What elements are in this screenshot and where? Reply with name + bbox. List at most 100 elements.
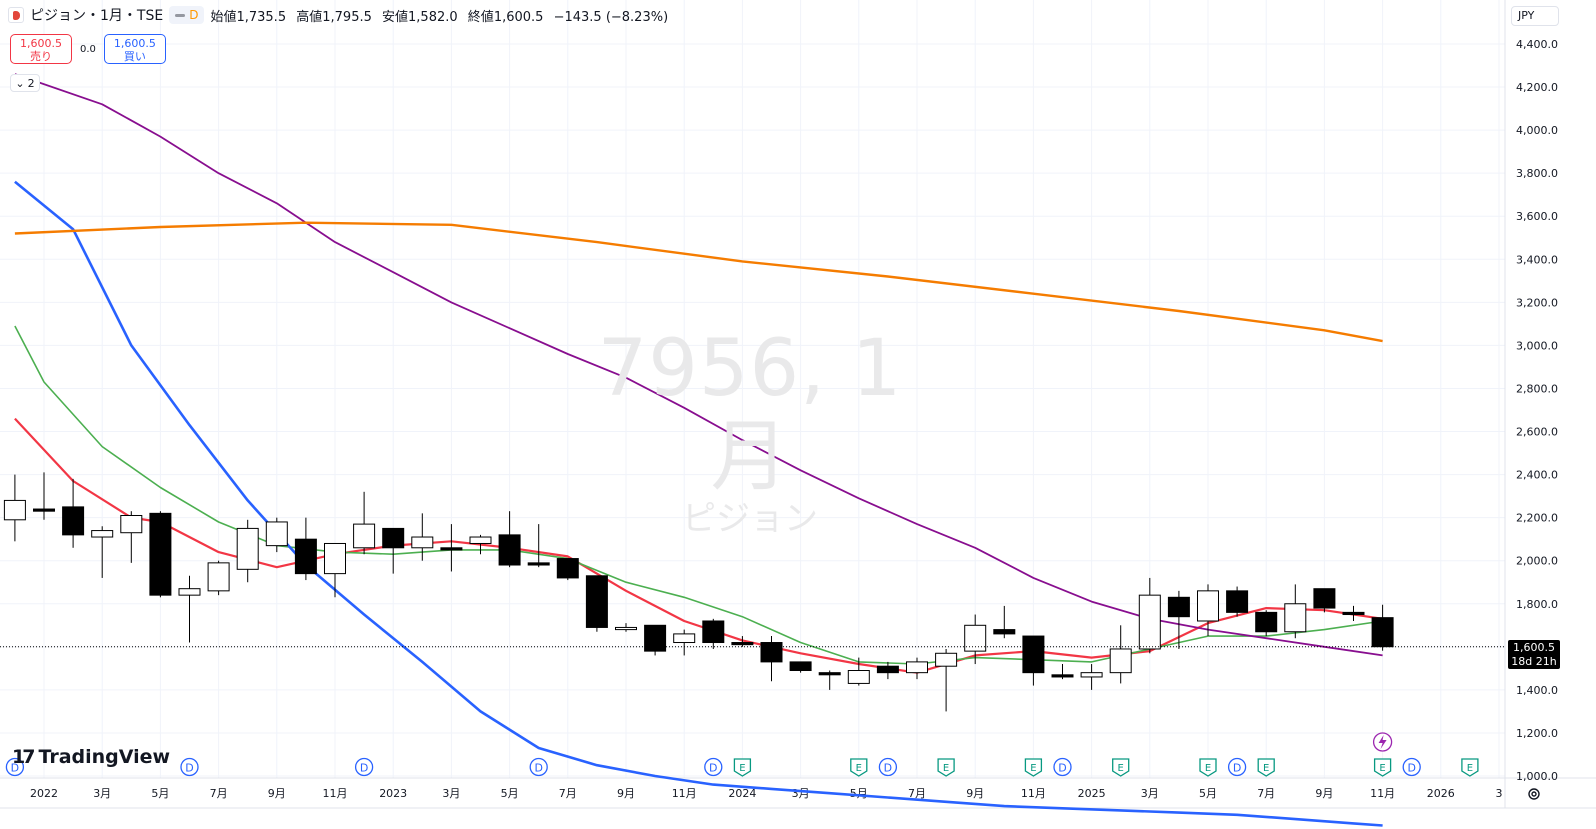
y-tick-label: 1,800.0: [1516, 598, 1558, 611]
last-price-value: 1,600.5: [1513, 641, 1555, 654]
x-tick-label: 7月: [1257, 787, 1275, 800]
candle-body: [1197, 590, 1219, 622]
x-tick-label: 9月: [617, 787, 635, 800]
candle-body: [1313, 588, 1336, 609]
symbol-title[interactable]: ピジョン・1月・TSE: [30, 8, 164, 24]
x-tick-label: 5月: [1199, 787, 1217, 800]
x-tick-label: 9月: [1315, 787, 1333, 800]
dividend-marker-label: D: [185, 762, 193, 775]
candle-body: [1255, 611, 1278, 633]
sell-price: 1,600.5: [20, 37, 62, 50]
candle-body: [876, 665, 899, 674]
dividend-marker: [354, 757, 374, 777]
x-tick-label: 3月: [93, 787, 111, 800]
candle-body: [731, 642, 754, 646]
dividend-marker: [180, 757, 199, 777]
candle-body: [702, 620, 725, 644]
candle-body: [149, 512, 172, 596]
y-tick-label: 3,200.0: [1516, 296, 1558, 309]
close-label: 終値: [467, 9, 494, 25]
candle-body: [847, 670, 870, 684]
trade-panel: 1,600.5 売り 0.0 1,600.5 買い: [10, 34, 166, 64]
dividend-marker: [704, 757, 723, 777]
x-tick-label: 7月: [559, 787, 577, 800]
candle-body: [324, 542, 346, 575]
chart-legend-header: ピジョン・1月・TSE D 始値1,735.5 高値1,795.5 安値1,58…: [8, 4, 668, 26]
earnings-marker: [1373, 758, 1392, 777]
candle-body: [1109, 648, 1132, 674]
y-tick-label: 4,200.0: [1516, 81, 1558, 94]
candle-body: [935, 652, 958, 667]
dividend-marker: [5, 757, 25, 777]
candle-body: [644, 624, 667, 652]
x-tick-label: 9月: [966, 787, 984, 800]
x-tick-label: 7月: [210, 787, 228, 800]
dividend-marker-label: D: [1407, 762, 1415, 775]
earnings-marker: [1024, 758, 1043, 777]
candle-body: [382, 527, 405, 549]
dividend-marker: [1053, 757, 1072, 777]
dividend-marker-label: D: [1058, 762, 1066, 775]
low-label: 安値: [382, 9, 409, 25]
candle-body: [469, 536, 492, 544]
buy-button[interactable]: 1,600.5 買い: [103, 34, 166, 64]
indicators-toggle-button[interactable]: ⌄ 2: [10, 74, 40, 92]
candle-body: [585, 575, 608, 628]
currency-selector[interactable]: JPY: [1511, 6, 1559, 26]
earnings-marker-label: E: [1263, 763, 1269, 774]
x-tick-label: 2022: [30, 787, 58, 800]
x-tick-label: 11月: [323, 787, 348, 800]
candle-body: [1080, 672, 1103, 678]
candle-body: [1051, 674, 1074, 678]
candle-body: [673, 633, 696, 644]
gear-icon[interactable]: [1526, 786, 1542, 802]
candle-body: [1226, 590, 1249, 613]
buy-label: 買い: [123, 50, 146, 63]
candle-body: [964, 624, 987, 652]
x-tick-label: 3: [1496, 787, 1503, 800]
x-tick-label: 2026: [1427, 787, 1455, 800]
earnings-marker-label: E: [943, 763, 949, 774]
candle-body: [1022, 635, 1045, 674]
dividend-marker-label: D: [11, 762, 19, 775]
candle-body: [906, 661, 928, 674]
dividend-marker-label: D: [1233, 762, 1241, 775]
dividend-marker-label: D: [534, 762, 542, 775]
earnings-marker: [850, 758, 868, 777]
y-tick-label: 4,000.0: [1516, 124, 1558, 137]
y-tick-label: 1,000.0: [1516, 770, 1558, 783]
market-status-pill[interactable]: D: [169, 6, 205, 24]
candle-body: [527, 562, 550, 566]
y-tick-label: 4,400.0: [1516, 38, 1558, 51]
symbol-logo-icon: [8, 7, 24, 23]
tradingview-logo[interactable]: 17 TradingView: [12, 746, 170, 768]
candle-body: [207, 562, 230, 592]
candle-body: [498, 534, 521, 566]
y-tick-label: 1,200.0: [1516, 727, 1558, 740]
y-tick-label: 1,400.0: [1516, 684, 1558, 697]
x-tick-label: 5月: [501, 787, 519, 800]
candle-body: [760, 642, 783, 663]
market-status: D: [189, 8, 199, 22]
dividend-marker: [878, 757, 898, 777]
candle-body: [789, 661, 812, 672]
open-label: 始値: [210, 9, 237, 25]
buy-price: 1,600.5: [113, 37, 156, 50]
earnings-marker-label: E: [1379, 763, 1385, 774]
ohlc-values: 始値1,735.5 高値1,795.5 安値1,582.0 終値1,600.5 …: [210, 6, 668, 25]
x-tick-label: 3月: [442, 787, 460, 800]
candle-body: [3, 499, 26, 521]
chevron-down-icon: ⌄: [15, 76, 25, 90]
earnings-marker: [1112, 758, 1130, 777]
bar-countdown: 18d 21h: [1511, 655, 1557, 668]
candle-body: [818, 672, 841, 676]
moving-average-line: [14, 417, 1383, 674]
sell-button[interactable]: 1,600.5 売り: [10, 34, 72, 64]
y-tick-label: 3,800.0: [1516, 167, 1558, 180]
x-tick-label: 7月: [908, 787, 926, 800]
dividend-marker: [1402, 757, 1421, 777]
earnings-marker: [733, 758, 752, 777]
moving-average-line: [14, 180, 1383, 827]
candle-body: [353, 523, 376, 549]
